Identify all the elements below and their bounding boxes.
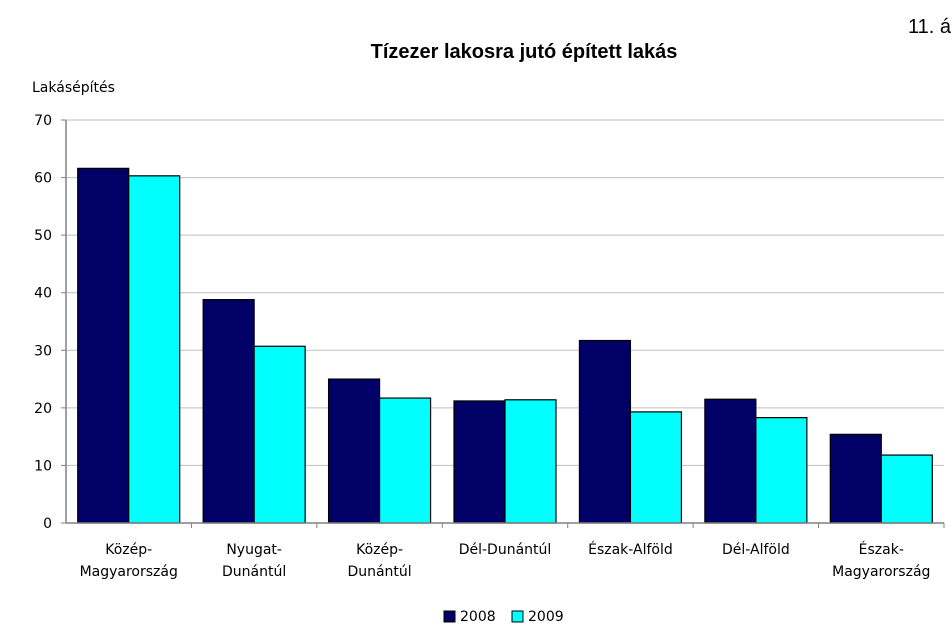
legend-label-2009: 2009 <box>528 609 564 625</box>
category-label: Magyarország <box>80 564 178 580</box>
bar-2009-1 <box>253 345 306 524</box>
bar-2009-0 <box>128 175 181 524</box>
y-tick-labels: 0 10 20 30 40 50 60 70 <box>34 113 52 532</box>
y-tick-label: 0 <box>43 516 52 532</box>
bar-2009-5 <box>755 417 808 524</box>
bar-2009-3 <box>504 399 557 524</box>
bar-2009-4 <box>629 411 683 524</box>
axes <box>61 119 945 528</box>
bar-2008-3 <box>453 400 506 524</box>
y-tick-label: 10 <box>34 458 52 474</box>
category-label: Dél-Alföld <box>722 542 790 558</box>
y-tick-label: 30 <box>34 343 52 359</box>
y-tick-label: 70 <box>34 113 52 129</box>
legend-swatch-2008 <box>443 610 456 623</box>
category-label: Közép- <box>356 542 403 558</box>
y-tick-label: 60 <box>34 171 52 187</box>
category-label: Dél-Dunántúl <box>459 542 552 558</box>
bar-2008-0 <box>77 167 130 524</box>
y-tick-label: 40 <box>34 286 52 302</box>
bar-2008-4 <box>578 339 632 524</box>
bar-2008-6 <box>829 433 882 524</box>
bar-2008-5 <box>704 398 757 524</box>
bar-2009-2 <box>378 397 432 524</box>
bar-2008-2 <box>327 378 381 524</box>
y-axis-label: Lakásépítés <box>32 80 115 96</box>
bar-2008-1 <box>202 299 255 524</box>
category-label: Észak-Alföld <box>588 541 673 558</box>
category-label: Dunántúl <box>347 564 411 580</box>
corner-text: 11. á <box>908 16 952 38</box>
legend-swatch-2009 <box>511 610 524 623</box>
bars <box>77 167 933 524</box>
category-label: Dunántúl <box>222 564 286 580</box>
category-label: Közép- <box>105 542 152 558</box>
legend: 2008 2009 <box>443 609 564 625</box>
legend-label-2008: 2008 <box>460 609 496 625</box>
category-label: Nyugat- <box>226 542 282 558</box>
chart-title: Tízezer lakosra jutó épített lakás <box>371 41 678 63</box>
category-labels: Közép- Magyarország Nyugat- Dunántúl Közép- D… <box>80 541 931 580</box>
category-label: Észak- <box>859 541 904 558</box>
bar-2009-6 <box>880 454 933 524</box>
category-label: Magyarország <box>832 564 930 580</box>
y-tick-label: 50 <box>34 228 52 244</box>
y-tick-label: 20 <box>34 401 52 417</box>
